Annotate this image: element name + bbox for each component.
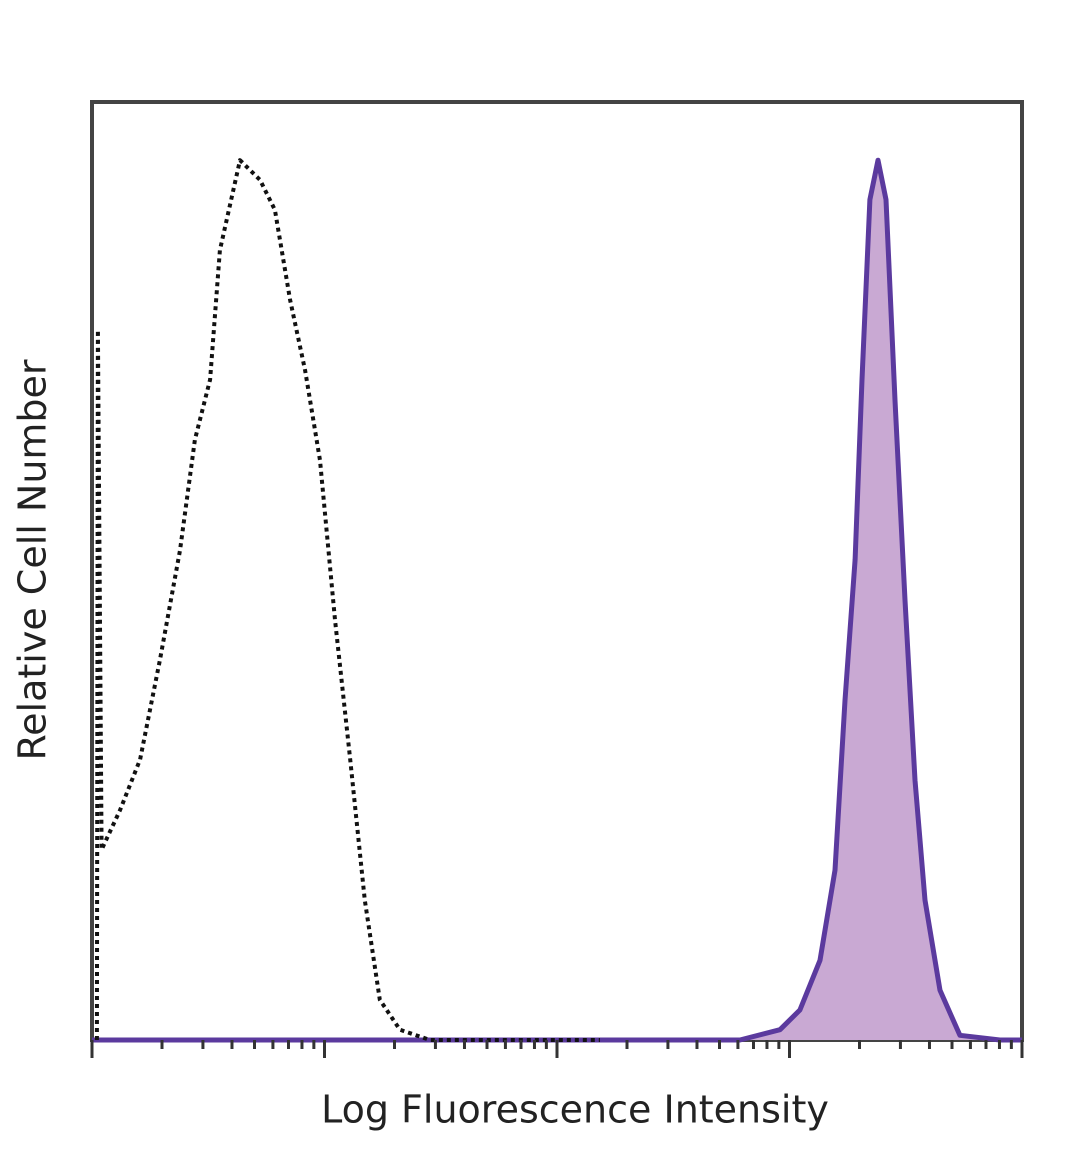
series-area	[92, 160, 1022, 1040]
series-line	[92, 157, 1022, 1043]
x-axis-label: Log Fluorescence Intensity	[321, 1088, 829, 1132]
y-axis-label: Relative Cell Number	[11, 359, 55, 760]
series-line	[94, 158, 600, 1042]
